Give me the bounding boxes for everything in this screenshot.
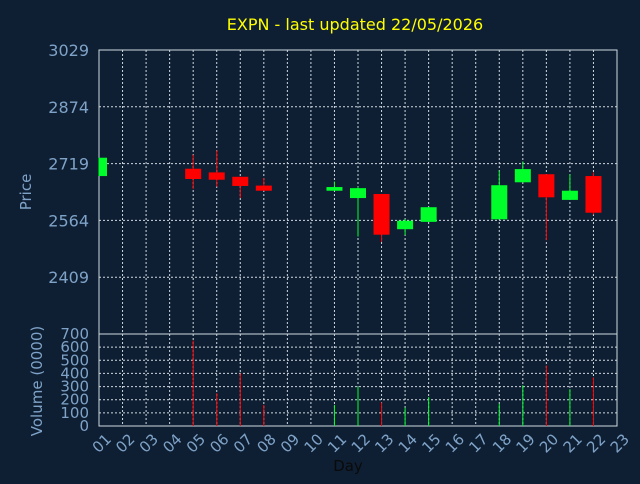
volume-tick-label: 700 bbox=[60, 325, 89, 343]
day-tick-label: 23 bbox=[607, 430, 633, 456]
volume-tick-label: 200 bbox=[60, 391, 89, 409]
day-tick-label: 20 bbox=[536, 430, 562, 456]
price-tick-label: 3029 bbox=[48, 41, 89, 60]
day-tick-label: 19 bbox=[512, 430, 538, 456]
volume-axis-label: Volume (0000) bbox=[28, 326, 46, 436]
candle-body bbox=[350, 188, 366, 199]
volume-tick-label: 0 bbox=[79, 417, 89, 435]
price-candles bbox=[98, 150, 602, 243]
candle-body bbox=[538, 174, 555, 198]
price-tick-label: 2409 bbox=[48, 268, 89, 287]
candle-body bbox=[373, 194, 390, 235]
x-axis-label: Day bbox=[333, 457, 363, 475]
candle-body bbox=[255, 185, 272, 191]
day-tick-label: 03 bbox=[136, 430, 162, 456]
candle-body bbox=[99, 157, 107, 177]
price-tick-label: 2564 bbox=[48, 211, 89, 230]
price-tick-label: 2719 bbox=[48, 155, 89, 174]
tick-labels: 2409 2564 2719 2874 3029 01002003004005006007… bbox=[48, 41, 633, 456]
day-tick-label: 14 bbox=[395, 430, 421, 456]
day-tick-label: 15 bbox=[418, 430, 444, 456]
candle-body bbox=[232, 176, 249, 186]
day-tick-label: 06 bbox=[206, 430, 232, 456]
chart-title: EXPN - last updated 22/05/2026 bbox=[227, 15, 483, 34]
volume-tick-label: 300 bbox=[60, 378, 89, 396]
candle-body bbox=[491, 185, 508, 220]
volume-tick-label: 500 bbox=[60, 351, 89, 369]
day-tick-label: 11 bbox=[324, 430, 350, 456]
volume-tick-label: 400 bbox=[60, 364, 89, 382]
day-tick-label: 16 bbox=[442, 430, 468, 456]
day-tick-label: 10 bbox=[301, 430, 327, 456]
day-tick-label: 12 bbox=[348, 430, 374, 456]
candle-body bbox=[326, 187, 343, 191]
day-tick-label: 17 bbox=[465, 430, 491, 456]
day-tick-label: 18 bbox=[489, 430, 515, 456]
price-tick-label: 2874 bbox=[48, 98, 89, 117]
day-tick-label: 05 bbox=[183, 430, 209, 456]
candle-body bbox=[585, 176, 602, 213]
volume-tick-label: 100 bbox=[60, 404, 89, 422]
day-tick-label: 21 bbox=[560, 430, 586, 456]
volume-bars bbox=[192, 340, 594, 426]
candle-body bbox=[420, 207, 437, 222]
day-tick-label: 02 bbox=[112, 430, 138, 456]
day-tick-label: 22 bbox=[583, 430, 609, 456]
day-tick-label: 09 bbox=[277, 430, 303, 456]
day-tick-label: 13 bbox=[371, 430, 397, 456]
price-axis-label: Price bbox=[17, 174, 35, 211]
candle-body bbox=[561, 190, 578, 200]
grid-layer bbox=[98, 49, 618, 427]
candle-body bbox=[397, 220, 414, 230]
day-tick-label: 04 bbox=[159, 430, 185, 456]
volume-tick-label: 600 bbox=[60, 338, 89, 356]
candle-body bbox=[208, 172, 225, 180]
day-tick-label: 01 bbox=[89, 430, 115, 456]
candle-body bbox=[514, 169, 531, 183]
day-tick-label: 08 bbox=[253, 430, 279, 456]
day-tick-label: 07 bbox=[230, 430, 256, 456]
candle-body bbox=[185, 168, 202, 179]
